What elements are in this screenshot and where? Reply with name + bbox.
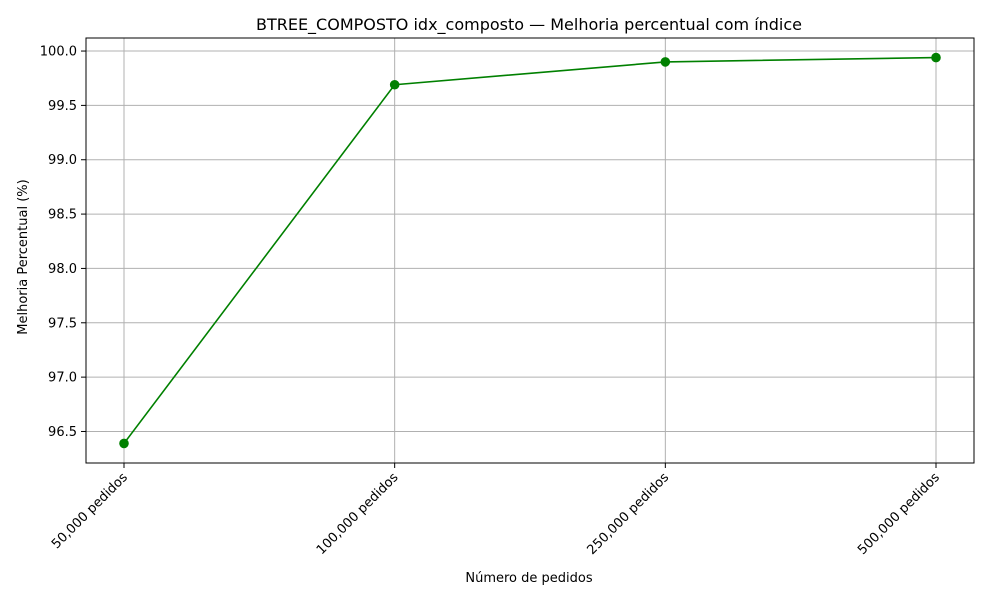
grid-layer (86, 38, 974, 463)
y-tick-label: 96.5 (48, 425, 77, 440)
data-point (119, 438, 129, 449)
y-tick-label: 97.0 (48, 371, 77, 386)
chart-title: BTREE_COMPOSTO idx_composto — Melhoria p… (256, 15, 802, 35)
y-tick-label: 97.5 (48, 316, 77, 331)
y-tick-label: 98.0 (48, 262, 77, 277)
y-tick-label: 100.0 (40, 45, 77, 60)
x-tick-label: 500,000 pedidos (855, 470, 943, 558)
x-axis-label: Número de pedidos (465, 571, 592, 586)
plot-frame (85, 37, 975, 464)
axes-layer: 50,000 pedidos 100,000 pedidos 250,000 ped… (40, 37, 975, 558)
y-axis-label: Melhoria Percentual (%) (16, 179, 31, 334)
series-line (123, 56, 937, 444)
series-layer (119, 52, 941, 449)
y-tick-label: 99.5 (48, 99, 77, 114)
data-point (931, 52, 941, 63)
x-tick-label: 100,000 pedidos (314, 470, 402, 558)
data-point (660, 57, 671, 67)
y-tick-label: 99.0 (48, 153, 77, 168)
data-point (389, 79, 400, 90)
x-tick-label: 250,000 pedidos (584, 470, 672, 558)
y-tick-label: 98.5 (48, 208, 77, 223)
x-tick-label: 50,000 pedidos (49, 470, 131, 552)
